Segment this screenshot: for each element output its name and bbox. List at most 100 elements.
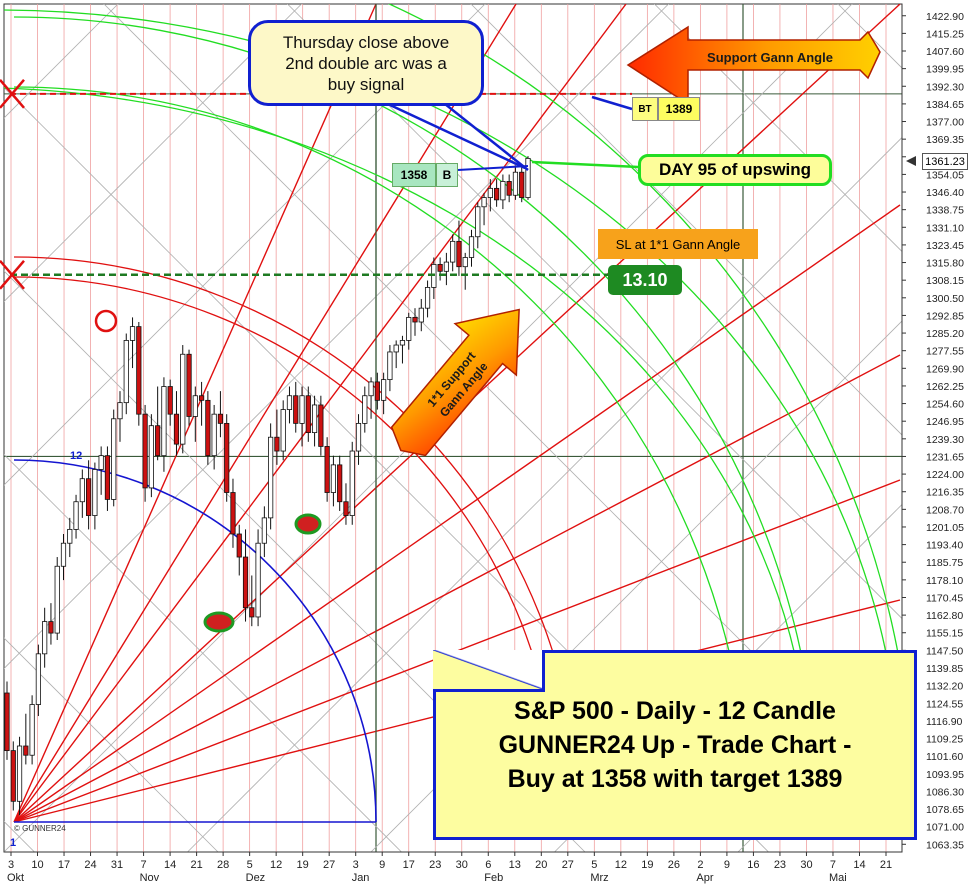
y-tick-label: 1315.80 (926, 258, 964, 270)
buy-target-price-tag: 1389 (658, 97, 700, 121)
gann-angle-line (13, 4, 517, 823)
callout-fold (433, 650, 545, 692)
candle-body (54, 565, 60, 634)
price-pointer (906, 156, 916, 166)
y-tick-label: 1422.90 (926, 11, 964, 23)
candle-body (337, 464, 343, 503)
y-axis: 1422.90 1415.25 1407.60 1399.95 1392.30 1384.… (901, 0, 970, 885)
candle-body (519, 171, 525, 198)
y-tick-label: 1354.05 (926, 169, 964, 181)
title-line-2: GUNNER24 Up - Trade Chart - (498, 731, 852, 759)
x-tick-label: 2 (697, 859, 703, 871)
candle-body (211, 413, 217, 457)
y-tick-label: 1201.05 (926, 522, 964, 534)
y-tick-label: 1124.55 (926, 698, 963, 710)
candle-body (10, 750, 16, 802)
count-12-label: 12 (70, 450, 82, 462)
x-tick-label: 14 (164, 859, 176, 871)
gann-arc (13, 16, 820, 823)
candle-body (161, 386, 167, 457)
candle-body (475, 206, 481, 238)
x-tick-label: 27 (562, 859, 574, 871)
x-tick-label: 14 (853, 859, 865, 871)
x-axis: 3 10 17 24 31 7 14 21 28 5 12 19 27 3 9 17 23 30 6 13 20 27 5 1… (0, 851, 970, 885)
diagonal-grid-line (4, 637, 219, 852)
candle-body (418, 307, 424, 323)
y-tick-label: 1193.40 (926, 540, 963, 552)
bubble-pointer (439, 99, 529, 171)
candle-body (98, 455, 104, 470)
candle-body (456, 240, 462, 268)
x-tick-label: 27 (323, 859, 335, 871)
bubble-line-1: Thursday close above (282, 32, 450, 52)
candle-body (525, 157, 531, 198)
y-tick-label: 1071.00 (926, 822, 964, 834)
y-tick-label: 1170.45 (926, 592, 963, 604)
candle-body (16, 745, 23, 802)
candle-body (286, 395, 293, 410)
candle-body (35, 653, 41, 705)
x-tick-label: 5 (247, 859, 253, 871)
candle-body (186, 353, 192, 417)
x-tick-label: 17 (58, 859, 70, 871)
candle-body (60, 542, 67, 567)
candle-body (205, 399, 211, 457)
month-label: Apr (696, 872, 713, 884)
candle-body (242, 556, 249, 609)
y-tick-label: 1262.25 (926, 381, 964, 393)
y-tick-label: 1246.95 (926, 416, 964, 428)
candle-body (79, 478, 85, 503)
x-tick-label: 28 (217, 859, 229, 871)
y-tick-label: 1415.25 (926, 28, 964, 40)
candle-body (443, 261, 449, 272)
candle-body (217, 413, 224, 424)
count-1-label: 1 (10, 837, 16, 849)
gann-arc (13, 86, 750, 823)
candle-body (117, 402, 123, 420)
month-label: Mrz (590, 872, 608, 884)
buy-price-tag: 1358 (392, 163, 436, 187)
x-tick-label: 21 (880, 859, 892, 871)
x-tick-label: 17 (403, 859, 415, 871)
candle-body (29, 704, 35, 756)
candle-body (481, 197, 487, 208)
candle-body (406, 316, 412, 341)
x-tick-label: 19 (641, 859, 653, 871)
x-tick-label: 9 (724, 859, 730, 871)
y-tick-label: 1208.70 (926, 504, 964, 516)
y-tick-label: 1308.15 (926, 275, 964, 287)
candle-body (387, 351, 393, 381)
y-tick-label: 1377.00 (926, 117, 964, 129)
candle-body (299, 395, 305, 424)
bt-tag-pointer (591, 95, 633, 111)
candle-body (4, 692, 10, 752)
y-tick-label: 1277.55 (926, 346, 964, 358)
candle-body (224, 422, 230, 493)
candle-body (355, 422, 362, 452)
x-tick-label: 23 (774, 859, 786, 871)
candle-body (468, 236, 475, 258)
diagonal-grid-line (4, 453, 403, 852)
candle-body (86, 478, 92, 516)
support-arrow-text: Support Gann Angle (707, 50, 833, 65)
candle-body (305, 395, 311, 434)
candle-body (155, 425, 161, 457)
month-label: Okt (7, 872, 24, 884)
buy-tag-pointer (457, 165, 529, 171)
candle-body (192, 395, 198, 417)
x-axis-bg (0, 853, 970, 885)
y-tick-label: 1109.25 (926, 734, 963, 746)
title-line-1: S&P 500 - Daily - 12 Candle (514, 697, 836, 725)
candle-body (311, 404, 318, 434)
x-marker (0, 79, 25, 109)
candle-body (487, 187, 493, 198)
candle-body (111, 418, 117, 500)
candle-body (274, 436, 280, 452)
title-line-3: Buy at 1358 with target 1389 (507, 765, 843, 793)
y-tick-label: 1216.35 (926, 487, 964, 499)
candle-body (494, 187, 500, 201)
low-marker-oval (294, 513, 322, 535)
y-tick-label: 1292.85 (926, 310, 964, 322)
candle-body (142, 413, 148, 489)
candle-body (48, 621, 54, 634)
